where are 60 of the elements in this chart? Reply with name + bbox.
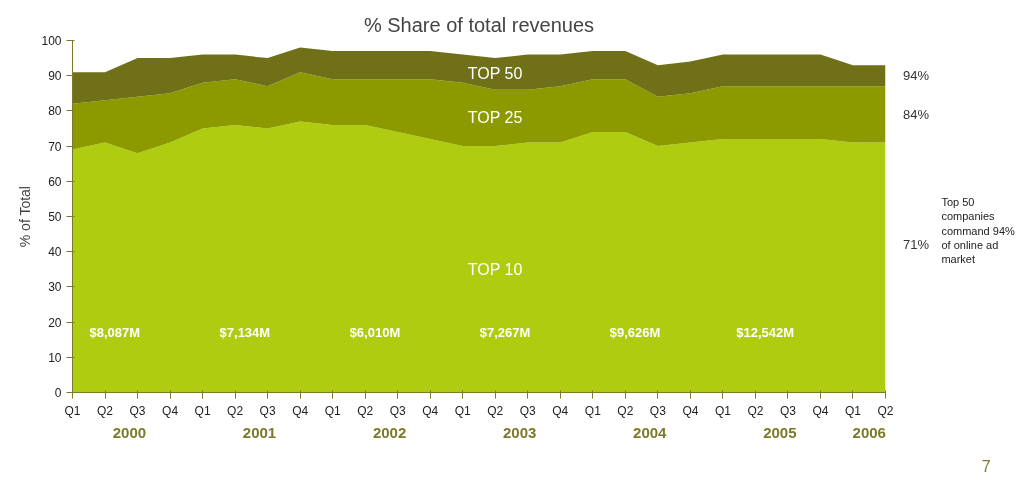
text: 2006 [852, 423, 886, 441]
x-tick-label: Q1 [454, 403, 472, 418]
annotation: $7,134M [219, 325, 271, 341]
text: 2005 [763, 423, 797, 441]
x-tick-label: Q2 [877, 403, 894, 418]
x-tick-label: Q1 [584, 403, 602, 418]
annotation: $9,626M [609, 325, 661, 341]
text: 94% [902, 68, 930, 84]
series-label: TOP 50 [467, 65, 523, 83]
text: 84% [902, 106, 930, 122]
series-label: TOP 25 [467, 109, 523, 127]
y-axis-title: % of Total [17, 186, 34, 248]
y-tick-label: 40 [48, 245, 62, 260]
x-tick-label: Q3 [779, 403, 797, 418]
x-tick-label: Q3 [519, 403, 537, 418]
text: 2002 [372, 423, 407, 441]
x-tick-label: Q2 [357, 403, 374, 418]
x-tick-label: Q4 [162, 403, 179, 418]
x-tick-label: Q3 [389, 403, 407, 418]
x-tick-label: Q2 [487, 403, 504, 418]
text: 2000 [112, 423, 147, 441]
y-tick-label: 0 [54, 386, 62, 400]
x-tick-label: Q1 [714, 403, 732, 418]
text: 2001 [242, 423, 277, 441]
annotation: $12,542M [736, 325, 795, 341]
text: Top 50 companies command 94% of online ad market [941, 195, 1016, 266]
annotation: $6,010M [349, 325, 401, 341]
x-tick-label: Q2 [97, 403, 114, 418]
y-tick-label: 80 [48, 104, 62, 119]
x-tick-label: Q4 [552, 403, 569, 418]
x-tick-label: Q4 [292, 403, 309, 418]
y-tick-label: 50 [48, 210, 62, 224]
y-tick-label: 90 [48, 69, 62, 84]
text: 71% [902, 237, 930, 253]
y-tick-label: 20 [48, 315, 62, 330]
x-tick-label: Q2 [617, 403, 634, 418]
x-tick-label: Q1 [324, 403, 341, 418]
series-label: TOP 10 [467, 260, 523, 278]
x-tick-label: Q4 [422, 403, 439, 418]
y-tick-label: 30 [48, 280, 62, 295]
text: 2003 [502, 423, 537, 441]
y-tick-label: 10 [48, 350, 62, 365]
x-tick-label: Q3 [649, 403, 667, 418]
annotation: $7,267M [479, 325, 531, 341]
text: 2004 [633, 423, 668, 441]
x-tick-label: Q1 [844, 403, 862, 418]
text: 7 [981, 457, 991, 475]
y-tick-label: 100 [41, 34, 62, 48]
annotation: $8,087M [89, 325, 141, 341]
x-tick-label: Q4 [682, 403, 699, 418]
chart-title: % Share of total revenues [363, 13, 595, 36]
x-tick-label: Q1 [64, 403, 81, 418]
x-tick-label: Q3 [129, 403, 146, 418]
x-tick-label: Q3 [259, 403, 276, 418]
y-tick-label: 60 [48, 174, 62, 189]
x-tick-label: Q4 [812, 403, 829, 418]
x-tick-label: Q2 [227, 403, 244, 418]
x-tick-label: Q1 [194, 403, 211, 418]
y-tick-label: 70 [48, 139, 62, 154]
x-tick-label: Q2 [747, 403, 764, 418]
